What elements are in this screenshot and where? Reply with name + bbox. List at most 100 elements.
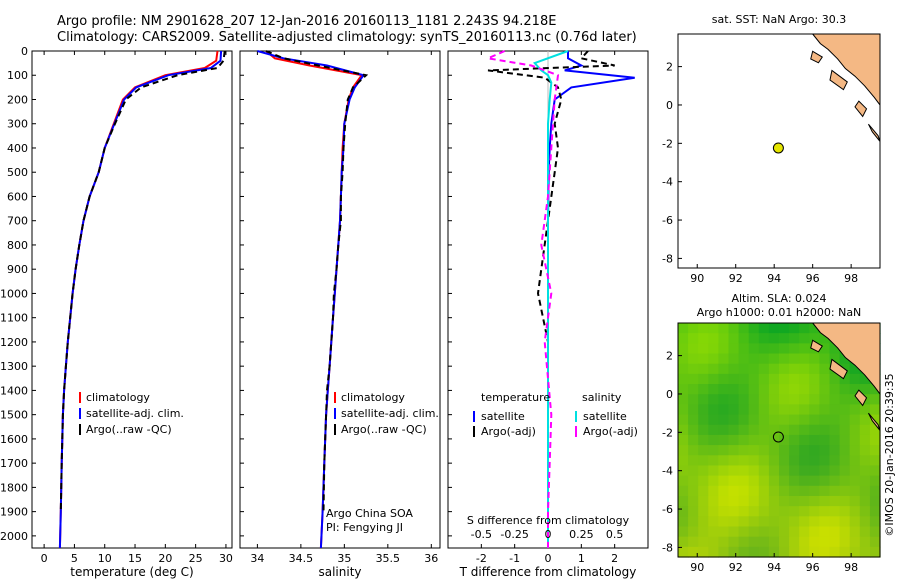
difference-legend-label: satellite bbox=[583, 410, 627, 423]
salinity-xtick-label: 35 bbox=[337, 552, 351, 565]
sla-island bbox=[810, 339, 823, 353]
sla-field-cell bbox=[799, 526, 810, 538]
temperature-ytick-label: 1600 bbox=[0, 433, 28, 446]
salinity-plot-frame bbox=[239, 50, 441, 549]
salinity-legend-label: Argo(..raw -QC) bbox=[341, 423, 427, 436]
sla-field-cell bbox=[708, 394, 719, 405]
sla-field-cell bbox=[748, 394, 760, 405]
sla-field-cell bbox=[678, 495, 689, 507]
sla-field-cell bbox=[718, 465, 730, 477]
sst-map-title: sat. SST: NaN Argo: 30.3 bbox=[712, 13, 846, 26]
sla-field-cell bbox=[829, 455, 841, 467]
sla-field-cell bbox=[738, 475, 750, 487]
difference-s-axis-label: S difference from climatology bbox=[467, 514, 630, 527]
sla-field-cell bbox=[708, 516, 719, 528]
sla-field-cell bbox=[859, 434, 871, 446]
sla-field-cell bbox=[708, 546, 719, 558]
sla-field-cell bbox=[758, 536, 770, 548]
temperature-ytick-label: 1800 bbox=[0, 481, 28, 494]
temperature-xlabel: temperature (deg C) bbox=[70, 565, 193, 579]
difference-xtick-label: 0 bbox=[545, 552, 552, 565]
sla-field-cell bbox=[728, 434, 740, 446]
sla-field-cell bbox=[829, 424, 841, 436]
sla-field-cell bbox=[688, 516, 699, 528]
difference-s-tick-label: 0.5 bbox=[606, 528, 624, 541]
sla-field-cell bbox=[708, 384, 719, 395]
sla-xtick-label: 98 bbox=[844, 561, 858, 574]
sla-field-cell bbox=[698, 536, 709, 548]
sla-field-cell bbox=[758, 323, 770, 334]
sst-xtick-label: 98 bbox=[844, 272, 858, 285]
sla-field-cell bbox=[829, 373, 841, 385]
sla-field-cell bbox=[738, 536, 750, 548]
sla-field-cell bbox=[678, 333, 689, 344]
sla-field-cell bbox=[688, 323, 699, 334]
sla-field-cell bbox=[799, 353, 810, 365]
sla-field-cell bbox=[748, 424, 760, 436]
sla-field-cell bbox=[728, 445, 740, 456]
temperature-xtick-label: 30 bbox=[219, 552, 233, 565]
sst-ytick-label: -6 bbox=[662, 214, 673, 227]
sla-field-cell bbox=[708, 363, 719, 375]
sla-field-cell bbox=[698, 516, 709, 528]
sla-field-cell bbox=[859, 516, 871, 528]
sla-field-cell bbox=[698, 485, 709, 497]
sla-field-cell bbox=[819, 506, 831, 517]
sla-field-cell bbox=[688, 526, 699, 538]
sla-field-cell bbox=[839, 404, 851, 416]
sla-field-cell bbox=[779, 353, 790, 365]
sla-field-cell bbox=[819, 404, 831, 416]
sla-field-cell bbox=[789, 495, 800, 507]
sla-field-cell bbox=[768, 506, 780, 517]
sla-field-cell bbox=[849, 434, 861, 446]
sla-field-cell bbox=[799, 506, 810, 517]
sla-field-cell bbox=[678, 373, 689, 385]
sla-field-cell bbox=[728, 333, 740, 344]
sla-field-cell bbox=[779, 516, 790, 528]
sla-field-cell bbox=[758, 526, 770, 538]
sla-field-cell bbox=[869, 434, 881, 446]
sla-field-cell bbox=[789, 455, 800, 467]
sla-field-cell bbox=[758, 495, 770, 507]
sla-field-cell bbox=[678, 353, 689, 365]
sla-field-cell bbox=[789, 404, 800, 416]
sla-ytick-label: 0 bbox=[666, 388, 673, 401]
sla-field-cell bbox=[728, 495, 740, 507]
sla-field-cell bbox=[829, 404, 841, 416]
sla-field-cell bbox=[789, 353, 800, 365]
sla-field-cell bbox=[738, 353, 750, 365]
sla-field-cell bbox=[768, 445, 780, 456]
temperature-series-line bbox=[59, 50, 226, 512]
sla-field-cell bbox=[688, 353, 699, 365]
sla-field-cell bbox=[819, 353, 831, 365]
sla-field-cell bbox=[748, 353, 760, 365]
temperature-ytick-label: 1300 bbox=[0, 360, 28, 373]
sst-ytick-label: -8 bbox=[662, 252, 673, 265]
sla-field-cell bbox=[758, 516, 770, 528]
sla-field-cell bbox=[869, 526, 881, 538]
sla-field-cell bbox=[728, 475, 740, 487]
title-line-2: Climatology: CARS2009. Satellite-adjuste… bbox=[57, 30, 637, 45]
sla-field-cell bbox=[688, 495, 699, 507]
sla-field-cell bbox=[869, 414, 881, 426]
sla-field-cell bbox=[758, 546, 770, 558]
sla-field-cell bbox=[849, 394, 861, 405]
sla-field-cell bbox=[688, 546, 699, 558]
sla-field-cell bbox=[708, 424, 719, 436]
sla-field-cell bbox=[698, 373, 709, 385]
sla-field-cell bbox=[698, 404, 709, 416]
sla-field-cell bbox=[799, 394, 810, 405]
sla-field-cell bbox=[849, 363, 861, 375]
sla-field-cell bbox=[849, 516, 861, 528]
sla-field-cell bbox=[779, 455, 790, 467]
sla-field-cell bbox=[678, 506, 689, 517]
sla-field-cell bbox=[819, 485, 831, 497]
sla-field-cell bbox=[768, 485, 780, 497]
sla-field-cell bbox=[768, 384, 780, 395]
sla-field-cell bbox=[708, 485, 719, 497]
sla-field-cell bbox=[728, 404, 740, 416]
sla-field-cell bbox=[768, 373, 780, 385]
sst-island bbox=[829, 69, 848, 91]
sla-field-cell bbox=[728, 516, 740, 528]
sla-field-cell bbox=[819, 495, 831, 507]
